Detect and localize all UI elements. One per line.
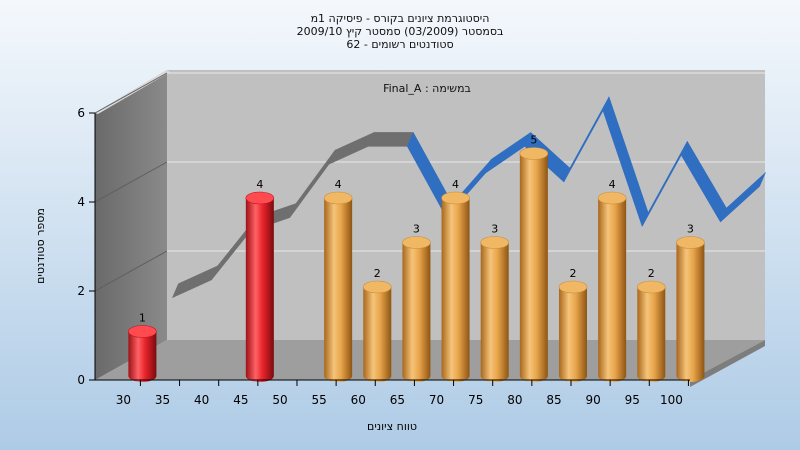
histogram-bar: 3 [676,223,705,382]
bar-body [519,153,548,382]
grid-line-side [94,161,168,203]
histogram-bar: 3 [480,223,510,382]
chart-title-line-1: היסטוגרמת ציונים בקורס - פיסיקה 1מ [311,12,490,25]
y-axis: 0 2 4 6 [77,106,96,387]
histogram-bar: 3 [402,223,431,382]
histogram-bar: 2 [362,267,392,382]
x-tick-label: 100 [660,393,683,407]
bar-value-label: 4 [609,178,616,191]
bar-top [402,236,431,249]
bar-value-label: 4 [452,178,459,191]
bar-body [598,198,627,382]
bar-body [676,242,705,382]
bar-top [362,280,392,294]
bar-value-label: 2 [374,267,381,280]
bar-body [324,198,353,382]
x-tick-label: 55 [311,393,326,407]
bar-value-label: 4 [256,178,263,191]
x-tick-label: 90 [585,393,600,407]
bar-top [128,325,157,338]
floor-edge [690,340,765,387]
y-tick-label: 6 [77,106,85,120]
bar-value-label: 5 [530,134,537,147]
bar-body [558,287,587,382]
bar-value-label: 2 [569,267,576,280]
y-tick-label: 0 [77,373,85,387]
bar-value-label: 1 [139,312,146,325]
y-tick-label: 4 [77,195,85,209]
bar-top [441,191,470,205]
x-tick-label: 45 [233,393,248,407]
bar-value-label: 4 [335,178,342,191]
x-tick-label: 30 [116,393,131,407]
x-axis: 30 35 40 45 50 55 60 65 70 75 80 85 90 95 100 [95,379,690,407]
histogram-bar: 2 [636,267,666,382]
bar-top [676,236,705,249]
histogram-bar: 1 [128,312,157,382]
bar-value-label: 3 [491,223,498,236]
bar-body [245,198,274,382]
x-tick-label: 65 [390,393,405,407]
bar-body [480,242,509,382]
x-tick-label: 95 [625,393,640,407]
x-tick-label: 60 [351,393,366,407]
y-axis-label: מספר סטודנטים [34,208,47,284]
x-tick-label: 40 [194,393,209,407]
histogram-bar: 4 [323,178,353,382]
bar-top [636,280,666,294]
bar-top [558,280,588,294]
bar-body [128,331,157,382]
x-tick-label: 80 [507,393,522,407]
ribbon-segment [720,172,766,223]
histogram-bar: 4 [597,178,627,382]
bars: 1 4 4 2 3 4 3 5 2 4 2 3 [128,134,705,382]
bar-body [441,198,470,382]
x-tick-label: 85 [546,393,561,407]
y-tick-label: 2 [77,284,85,298]
bar-top [323,191,353,205]
x-tick-label: 35 [155,393,170,407]
x-tick-label: 75 [468,393,483,407]
bar-body [402,242,431,382]
x-axis-label: טווח ציונים [367,420,417,433]
x-tick-label: 50 [272,393,287,407]
chart-subtitle: Final_A : במשימה [383,82,471,95]
bar-body [637,287,666,382]
chart-title-line-3: סטודנטים רשומים - 62 [346,38,453,51]
histogram-bar: 5 [519,134,549,382]
bar-top [480,236,510,249]
grid-line-side [94,72,168,114]
histogram-bar: 4 [245,178,275,382]
ribbon-segment [367,132,414,147]
histogram-bar: 2 [558,267,588,382]
bar-value-label: 3 [687,223,694,236]
chart-title-line-2: בסמסטר (03/2009) סמסטר קיץ 2009/10 [297,25,504,38]
bar-value-label: 2 [648,267,655,280]
bar-top [519,147,549,160]
side-wall [95,70,167,380]
grid-line-side [94,250,168,292]
bar-top [597,191,627,205]
distribution-ribbon [171,96,766,299]
histogram-bar: 4 [441,178,470,382]
bar-value-label: 3 [413,223,420,236]
x-tick-label: 70 [429,393,444,407]
bar-body [363,287,392,382]
bar-top [245,191,275,205]
